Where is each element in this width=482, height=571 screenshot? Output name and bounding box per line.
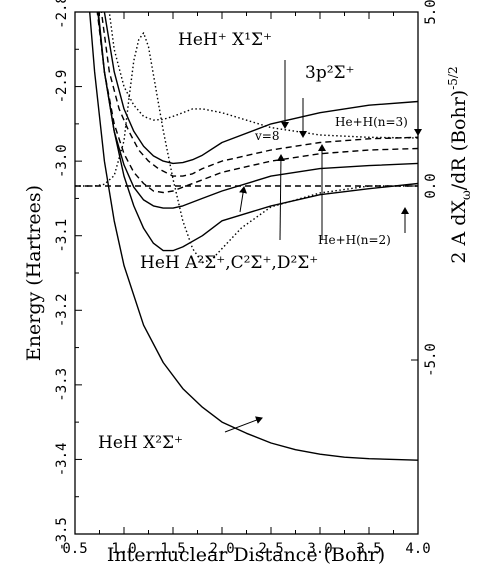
y2-tick-labels: 5.0 0.0 -5.0 [423, 0, 439, 377]
y-tick-label: -3.4 [54, 443, 70, 477]
y2-axis-title-main: 2 A dX [448, 200, 470, 264]
annot-3p: 3p²Σ⁺ [305, 63, 355, 83]
y2-tick-label: 0.0 [423, 173, 439, 198]
y-axis-title: Energy (Hartrees) [23, 185, 45, 361]
y2-axis-title-rest: /dR (Bohr) [448, 90, 470, 190]
series-line [100, 12, 418, 177]
series-line [108, 12, 418, 139]
y-tick-label: -3.2 [54, 293, 70, 327]
y2-tick-label: 5.0 [423, 0, 439, 25]
x-tick-label: 4.0 [405, 541, 430, 557]
y-tick-label: -3.0 [54, 144, 70, 178]
series-group [75, 12, 418, 461]
x-axis-title: Internuclear Distance (Bohr) [107, 544, 385, 566]
y-tick-label: -3.5 [54, 517, 70, 551]
y2-axis-title-sub: ω [459, 190, 473, 200]
arrow-acd-c [276, 154, 285, 241]
x-tick-label: 2.0 [209, 541, 234, 557]
series-line [96, 12, 418, 194]
y-tick-label: -3.1 [54, 219, 70, 253]
annot-hehp-x: HeH⁺ X¹Σ⁺ [178, 30, 272, 50]
y-tick-label: -2.9 [54, 70, 70, 104]
arrow-acd-a [239, 186, 248, 213]
x-tick-label: 2.5 [258, 541, 283, 557]
x-tick-label: 1.5 [160, 541, 185, 557]
annot-acd: HeH A²Σ⁺,C²Σ⁺,D²Σ⁺ [140, 253, 318, 273]
x-tick-labels: 0.5 1.0 1.5 2.0 2.5 3.0 3.5 4.0 [62, 541, 430, 557]
y-tick-labels: -2.8 -2.9 -3.0 -3.1 -3.2 -3.3 -3.4 -3.5 [54, 0, 70, 551]
x-tick-label: 0.5 [62, 541, 87, 557]
x-tick-label: 3.5 [356, 541, 381, 557]
series-line [97, 12, 418, 252]
series-line [103, 12, 418, 165]
y-tick-label: -2.8 [54, 0, 70, 29]
annot-n3: He+H(n=3) [335, 115, 408, 129]
y2-tick-label: -5.0 [423, 343, 439, 377]
y2-axis-title: 2 A dXω/dR (Bohr)-5/2 [446, 66, 473, 263]
series-line [97, 12, 418, 209]
arrow-x2 [224, 416, 263, 433]
annot-x2: HeH X²Σ⁺ [98, 433, 183, 453]
series-line [88, 12, 418, 461]
annot-v8: v=8 [254, 129, 279, 143]
x-tick-label: 3.0 [307, 541, 332, 557]
y-tick-label: -3.3 [54, 368, 70, 402]
annot-n2: He+H(n=2) [318, 233, 391, 247]
x-tick-label: 1.0 [111, 541, 136, 557]
axis-ticks [74, 11, 419, 535]
series-line [75, 32, 418, 264]
y2-axis-title-sup: -5/2 [446, 66, 460, 89]
